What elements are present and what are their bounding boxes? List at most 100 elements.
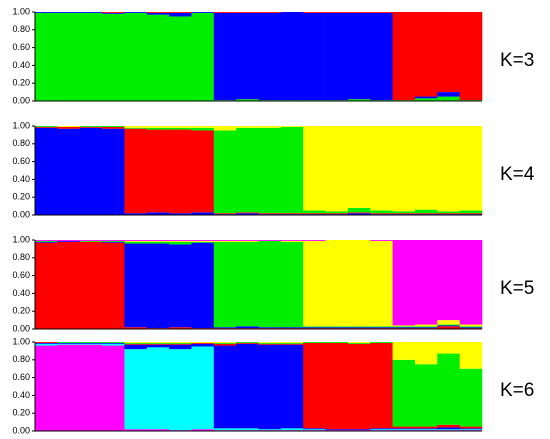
bar-segment [79, 126, 103, 128]
bar-segment [258, 127, 282, 214]
bar-segment [169, 129, 192, 214]
bar-segment [303, 342, 326, 343]
bar-segment [392, 359, 416, 427]
bar-segment [236, 212, 259, 214]
bar-segment [79, 240, 103, 241]
bar-segment [236, 240, 259, 242]
bar-segment [437, 213, 460, 215]
bar-segment [79, 127, 103, 215]
bar-segment [370, 12, 393, 101]
bar-segment [258, 126, 282, 128]
bar-segment [459, 327, 483, 329]
bar-segment [102, 13, 125, 102]
bar-segment [414, 428, 438, 430]
bar-segment [437, 211, 460, 214]
y-tick-label: 0.40 [12, 174, 30, 184]
bar-segment [236, 99, 259, 101]
bar-segment [169, 349, 192, 431]
bar-segment [146, 241, 170, 244]
bar-segment [392, 12, 416, 101]
bar-segment [258, 213, 282, 215]
bar-segment [459, 428, 483, 430]
bar-segment [124, 344, 148, 350]
bar-segment [102, 345, 125, 431]
y-tick-label: 0.00 [12, 209, 30, 219]
bar-segment [325, 12, 349, 101]
bar-segment [347, 212, 371, 214]
bar-segment [191, 342, 215, 344]
bar-segment [347, 342, 371, 343]
bar-segment [57, 12, 80, 13]
bar-segment [414, 327, 438, 329]
bar-segment [191, 343, 215, 347]
bar-segment [124, 127, 148, 129]
y-tick-label: 1.00 [12, 336, 30, 346]
bar-segment [169, 126, 192, 128]
bar-segment [437, 429, 460, 431]
bar-segment [169, 12, 192, 13]
bar-segment [258, 342, 282, 343]
bar-segment [146, 12, 170, 13]
bar-segment [169, 16, 192, 102]
bar-segment [280, 126, 304, 127]
bar-segment [124, 342, 148, 344]
bar-segment [169, 240, 192, 241]
bar-segment [280, 343, 304, 345]
bar-segment [303, 429, 326, 431]
bar-segment [213, 12, 237, 101]
bar-segment [459, 426, 483, 429]
bar-segment [370, 240, 393, 327]
y-tick-label: 0.20 [12, 192, 30, 202]
bar-segment [79, 12, 103, 13]
bar-segment [392, 426, 416, 429]
y-tick-label: 0.00 [12, 95, 30, 105]
bar-segment [146, 344, 170, 348]
bar-segment [146, 12, 170, 15]
bar-segment [213, 130, 237, 214]
bar-segment [79, 240, 103, 242]
bar-segment [280, 241, 304, 328]
bar-segment [347, 99, 371, 101]
bar-segment [258, 343, 282, 345]
bar-segment [414, 240, 438, 325]
bar-segment [57, 344, 80, 431]
bar-segment [146, 14, 170, 102]
bar-segment [57, 240, 80, 242]
bar-segment [124, 240, 148, 242]
bar-segment [392, 126, 416, 212]
bar-segment [146, 347, 170, 430]
y-tick-label: 0.00 [12, 323, 30, 333]
bar-segment [35, 12, 58, 102]
bar-segment [414, 326, 438, 328]
bar-segment [102, 240, 125, 242]
bar-segment [414, 12, 438, 97]
bar-segment [437, 427, 460, 430]
bar-segment [347, 207, 371, 213]
bar-segment [303, 12, 326, 13]
bar-segment [213, 342, 237, 343]
bar-segment [79, 126, 103, 127]
bar-segment [414, 429, 438, 431]
bar-segment [191, 241, 215, 243]
bar-segment [347, 327, 371, 329]
bar-segment [303, 326, 326, 328]
bar-segment [102, 240, 125, 241]
k-label: K=4 [500, 164, 535, 185]
bar-segment [258, 342, 282, 344]
bar-segment [146, 240, 170, 242]
bar-segment [459, 342, 483, 369]
bar-segment [437, 96, 460, 101]
bar-segment [57, 343, 80, 345]
bar-segment [303, 213, 326, 215]
bar-segment [169, 244, 192, 328]
bar-segment [437, 325, 460, 327]
bar-segment [191, 127, 215, 131]
bar-segment [169, 344, 192, 350]
bar-segment [102, 342, 125, 344]
k-label: K=5 [500, 278, 534, 299]
bar-segment [191, 12, 215, 13]
bar-segment [414, 364, 438, 427]
bar-segment [370, 126, 393, 211]
bar-segment [414, 209, 438, 214]
bar-segment [57, 342, 80, 343]
